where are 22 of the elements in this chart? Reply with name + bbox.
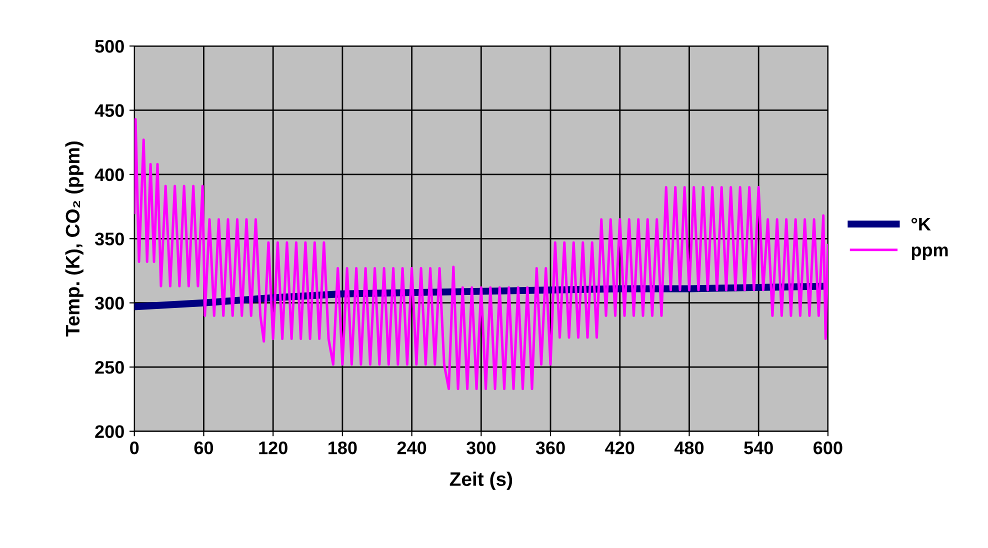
y-tick-label: 300 <box>94 296 124 310</box>
y-tick-label: 450 <box>94 104 124 117</box>
legend-label: °K <box>912 218 931 230</box>
x-tick-label: 120 <box>259 441 288 454</box>
x-tick-label: 360 <box>536 441 565 454</box>
x-tick-label: 480 <box>674 441 704 454</box>
y-axis-title: Temp. (K), CO₂ (ppm) <box>65 142 84 337</box>
y-tick-label: 400 <box>94 168 124 182</box>
y-tick-label: 500 <box>95 40 124 53</box>
legend-label: ppm <box>912 246 948 260</box>
x-axis-title: Zeit (s) <box>450 472 512 490</box>
y-tick-label: 200 <box>95 425 124 438</box>
x-tick-label: 0 <box>130 441 139 454</box>
x-tick-label: 600 <box>814 441 842 454</box>
y-tick-label: 350 <box>94 232 124 246</box>
x-tick-label: 180 <box>328 441 357 454</box>
x-tick-label: 60 <box>194 441 214 454</box>
x-tick-label: 540 <box>744 441 773 454</box>
y-tick-label: 250 <box>95 361 124 374</box>
x-tick-label: 300 <box>466 441 496 454</box>
x-tick-label: 420 <box>605 441 634 454</box>
x-tick-label: 240 <box>397 441 426 454</box>
